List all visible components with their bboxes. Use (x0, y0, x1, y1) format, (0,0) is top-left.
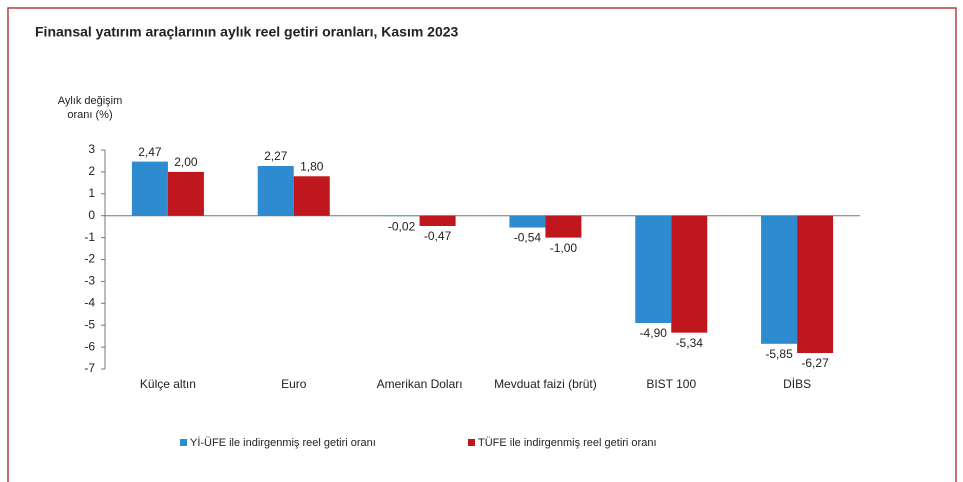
data-label: -5,85 (765, 347, 793, 361)
bar (797, 215, 834, 354)
y-tick-label: 1 (88, 186, 95, 200)
y-axis-label: Aylık değişim (58, 95, 123, 107)
y-tick-label: -5 (84, 317, 95, 331)
data-label: 1,80 (300, 159, 324, 173)
data-label: -0,54 (514, 231, 542, 245)
bar (419, 215, 456, 226)
data-label: 2,27 (264, 149, 288, 163)
frame (7, 7, 957, 482)
legend-label: TÜFE ile indirgenmiş reel getiri oranı (478, 437, 657, 449)
data-label: -0,47 (424, 229, 452, 243)
y-tick-label: 2 (88, 164, 95, 178)
y-tick-label: -6 (84, 339, 95, 353)
y-axis-label: oranı (%) (67, 109, 112, 121)
chart-title: Finansal yatırım araçlarının aylık reel … (35, 24, 459, 40)
legend-label: Yİ-ÜFE ile indirgenmiş reel getiri oranı (190, 436, 376, 449)
bar (545, 215, 582, 238)
y-tick-label: -7 (84, 361, 95, 375)
bar (131, 161, 168, 216)
y-tick-label: -2 (84, 252, 95, 266)
data-label: -0,02 (388, 219, 416, 233)
y-tick-label: -1 (84, 230, 95, 244)
y-tick-label: 3 (88, 142, 95, 156)
data-label: 2,00 (174, 155, 198, 169)
x-tick-label: Mevduat faizi (brüt) (494, 377, 597, 391)
bar (671, 215, 708, 333)
y-tick-label: 0 (88, 208, 95, 222)
bar (635, 215, 672, 324)
bar (293, 176, 330, 216)
y-tick-label: -4 (84, 295, 95, 309)
data-label: -5,34 (676, 336, 704, 350)
data-label: -6,27 (801, 356, 829, 370)
data-label: 2,47 (138, 145, 162, 159)
bar (167, 171, 204, 216)
bar (761, 215, 798, 344)
bar (257, 165, 294, 216)
legend-swatch (468, 439, 475, 446)
x-tick-label: Amerikan Doları (377, 377, 463, 391)
data-label: -4,90 (640, 326, 668, 340)
x-tick-label: Euro (281, 377, 307, 391)
legend-swatch (180, 439, 187, 446)
data-label: -1,00 (550, 241, 578, 255)
y-tick-label: -3 (84, 274, 95, 288)
x-tick-label: BIST 100 (646, 377, 696, 391)
bar (509, 215, 546, 228)
x-tick-label: Külçe altın (140, 377, 196, 391)
x-tick-label: DİBS (783, 377, 811, 391)
